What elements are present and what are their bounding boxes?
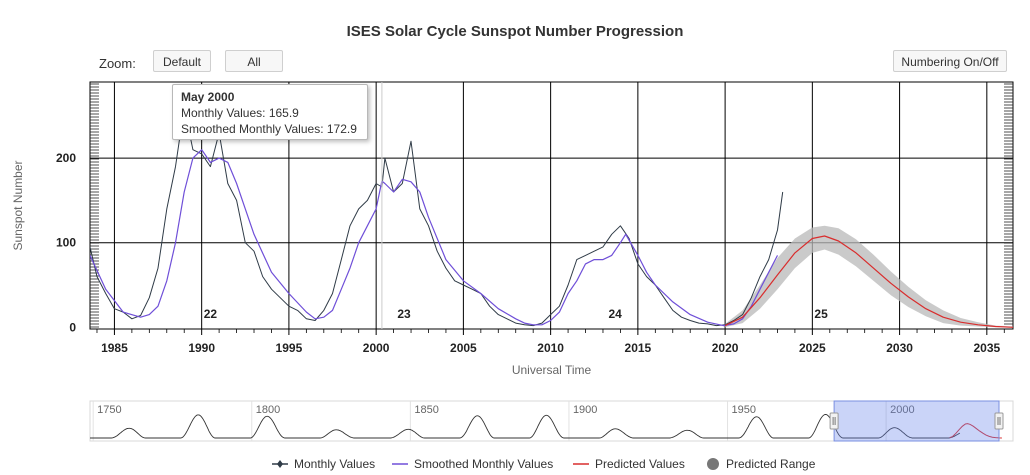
x-tick-label: 2015 [625,341,652,355]
numbering-toggle-button[interactable]: Numbering On/Off [893,50,1007,72]
x-tick-label: 1985 [101,341,128,355]
zoom-default-button[interactable]: Default [153,50,211,72]
tooltip-date: May 2000 [181,90,235,104]
y-tick-label: 100 [56,236,76,250]
zoom-label: Zoom: [99,56,136,71]
smoothed-values-line [90,149,779,327]
zoom-all-button[interactable]: All [225,50,283,72]
navigator-tick-label: 1800 [256,404,280,416]
navigator-tick-label: 1950 [732,404,756,416]
plot-series-group [90,82,1013,329]
cycle-label: 24 [609,307,623,321]
navigator-right-handle[interactable] [994,412,1004,430]
navigator-tick-label: 2000 [890,404,914,416]
y-tick-label: 0 [69,320,76,334]
cycle-label: 25 [814,307,828,321]
legend-predicted-label: Predicted Values [595,457,685,471]
legend-item-monthly[interactable]: Monthly Values [272,455,375,473]
legend-monthly-label: Monthly Values [294,457,376,471]
x-tick-label: 2025 [799,341,826,355]
legend-item-range[interactable]: Predicted Range [706,455,815,473]
data-tooltip: May 2000 Monthly Values: 165.9 Smoothed … [172,84,368,140]
navigator-left-handle[interactable] [829,412,839,430]
x-tick-label: 2010 [537,341,564,355]
x-tick-label: 2020 [712,341,739,355]
x-tick-label: 2035 [973,341,1000,355]
x-tick-label: 2030 [886,341,913,355]
navigator-series-line [90,414,961,439]
navigator-area [89,400,1014,442]
cycle-label: 23 [397,307,411,321]
navigator-selection [833,400,1000,442]
x-tick-label: 2005 [450,341,477,355]
chart-title: ISES Solar Cycle Sunspot Number Progress… [346,23,684,40]
tooltip-monthly-value: Monthly Values: 165.9 [181,106,299,120]
x-tick-label: 2000 [363,341,390,355]
legend-smoothed-label: Smoothed Monthly Values [414,457,554,471]
predicted-values-line [724,235,1013,328]
legend-smoothed-symbol [392,463,408,465]
y-axis-label: Sunspot Number [11,160,25,250]
x-tick-label: 1990 [188,341,215,355]
legend-range-label: Predicted Range [726,457,816,471]
legend-item-predicted[interactable]: Predicted Values [573,455,685,473]
monthly-values-line [90,106,784,327]
tooltip-smoothed-value: Smoothed Monthly Values: 172.9 [181,122,357,136]
navigator-predicted-line [949,423,1002,439]
navigator-tick-label: 1900 [573,404,597,416]
legend-item-smoothed[interactable]: Smoothed Monthly Values [392,455,553,473]
navigator-tick-label: 1750 [97,404,121,416]
navigator-tick-label: 1850 [414,404,438,416]
legend-range-symbol [707,458,719,470]
legend-monthly-symbol [272,460,288,468]
y-tick-label: 200 [56,151,76,165]
legend-predicted-symbol [573,463,589,465]
x-axis-label: Universal Time [512,363,592,377]
cycle-label: 22 [204,307,218,321]
x-tick-label: 1995 [276,341,303,355]
